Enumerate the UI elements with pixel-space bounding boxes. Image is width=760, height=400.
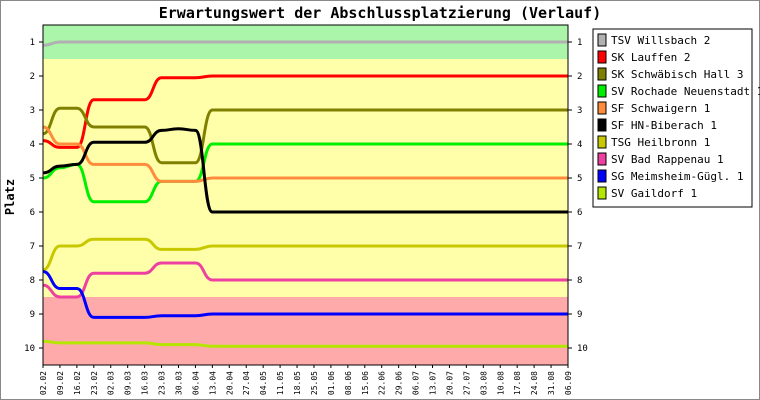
legend-swatch xyxy=(597,169,607,183)
legend-label: SF HN-Biberach 1 xyxy=(611,119,717,132)
y-tick-label-left: 4 xyxy=(30,140,35,150)
legend-swatch xyxy=(597,118,607,132)
x-tick-label: 27.07 xyxy=(462,371,471,395)
y-tick-label-right: 7 xyxy=(577,242,582,252)
x-tick-label: 30.03 xyxy=(174,371,183,395)
legend-swatch xyxy=(597,186,607,200)
x-tick-label: 04.05 xyxy=(259,371,268,395)
legend-label: SV Gaildorf 1 xyxy=(611,187,697,200)
x-tick-label: 13.04 xyxy=(208,371,217,395)
y-tick-label-left: 6 xyxy=(30,208,35,218)
x-tick-label: 31.08 xyxy=(547,371,556,395)
legend-label: SG Meimsheim-Gügl. 1 xyxy=(611,170,743,183)
y-tick-label-left: 8 xyxy=(30,276,35,286)
plot-border xyxy=(42,24,569,366)
y-tick-label-right: 1 xyxy=(577,38,582,48)
legend-box xyxy=(592,28,753,208)
legend-label: SK Schwäbisch Hall 3 xyxy=(611,68,743,81)
x-tick-label: 15.06 xyxy=(361,371,370,395)
series-lines xyxy=(42,40,568,348)
legend-label: SV Rochade Neuenstadt 1 xyxy=(611,85,760,98)
series-line-2 xyxy=(42,106,568,165)
y-tick-label-right: 10 xyxy=(577,344,588,354)
y-tick-label-right: 3 xyxy=(577,106,582,116)
x-tick-label: 27.04 xyxy=(242,371,251,395)
x-tick-label: 10.08 xyxy=(496,371,505,395)
x-tick-label: 20.07 xyxy=(445,371,454,395)
legend-label: SV Bad Rappenau 1 xyxy=(611,153,724,166)
x-tick-label: 24.08 xyxy=(530,371,539,395)
x-tick-label: 08.06 xyxy=(344,371,353,395)
y-tick-label-right: 2 xyxy=(577,72,582,82)
y-tick-label-left: 3 xyxy=(30,106,35,116)
x-tick-label: 02.03 xyxy=(107,371,116,395)
legend-swatch xyxy=(597,152,607,166)
x-tick-label: 09.02 xyxy=(56,371,65,395)
x-tick-label: 06.04 xyxy=(191,371,200,395)
y-tick-label-left: 5 xyxy=(30,174,35,184)
series-line-4 xyxy=(42,125,568,183)
y-tick-label-right: 8 xyxy=(577,276,582,286)
legend-swatch xyxy=(597,135,607,149)
x-tick-labels: 02.02 09.02 16.02 23.02 02.03 09.03 16.03 23.03… xyxy=(39,365,573,395)
y-tick-label-left: 10 xyxy=(24,344,35,354)
series-line-7 xyxy=(42,261,568,299)
y-tick-label-left: 7 xyxy=(30,242,35,252)
y-tick-label-right: 5 xyxy=(577,174,582,184)
series-line-8 xyxy=(42,270,568,319)
x-tick-label: 03.08 xyxy=(479,371,488,395)
y-tick-label-left: 1 xyxy=(30,38,35,48)
x-tick-label: 17.08 xyxy=(513,371,522,395)
series-line-9 xyxy=(42,339,568,348)
legend-label: TSG Heilbronn 1 xyxy=(611,136,710,149)
legend-swatch xyxy=(597,67,607,81)
legend: TSV Willsbach 2 SK Lauffen 2 SK Schwäbisch… xyxy=(592,28,760,208)
series-line-3 xyxy=(42,142,568,204)
y-tick-label-left: 2 xyxy=(30,72,35,82)
x-tick-label: 13.07 xyxy=(429,371,438,395)
series-line-6 xyxy=(42,237,568,272)
x-tick-label: 16.03 xyxy=(141,371,150,395)
x-tick-label: 09.03 xyxy=(124,371,133,395)
x-tick-label: 22.06 xyxy=(378,371,387,395)
series-line-1 xyxy=(42,74,568,149)
y-tick-label-right: 4 xyxy=(577,140,582,150)
y-tick-label-right: 6 xyxy=(577,208,582,218)
x-tick-label: 02.02 xyxy=(39,371,48,395)
x-tick-label: 23.02 xyxy=(90,371,99,395)
legend-swatch xyxy=(597,101,607,115)
zone-band-2 xyxy=(43,297,568,365)
x-tick-label: 29.06 xyxy=(395,371,404,395)
legend-label: TSV Willsbach 2 xyxy=(611,34,710,47)
y-tick-labels-right: 1 2 3 4 5 6 7 8 9 10 xyxy=(568,38,588,354)
y-tick-label-right: 9 xyxy=(577,310,582,320)
x-tick-label: 06.09 xyxy=(564,371,573,395)
series-line-0 xyxy=(42,40,568,47)
x-tick-label: 16.02 xyxy=(73,371,82,395)
x-tick-label: 11.05 xyxy=(276,371,285,395)
legend-label: SK Lauffen 2 xyxy=(611,51,690,64)
x-tick-label: 23.03 xyxy=(158,371,167,395)
x-tick-label: 20.04 xyxy=(225,371,234,395)
x-tick-label: 06.07 xyxy=(412,371,421,395)
x-tick-label: 25.05 xyxy=(310,371,319,395)
legend-label: SF Schwaigern 1 xyxy=(611,102,710,115)
y-tick-labels-left: 1 2 3 4 5 6 7 8 9 10 xyxy=(24,38,43,354)
legend-swatch xyxy=(597,84,607,98)
y-tick-label-left: 9 xyxy=(30,310,35,320)
legend-swatch xyxy=(597,50,607,64)
x-tick-label: 01.06 xyxy=(327,371,336,395)
series-line-5 xyxy=(42,127,568,214)
x-tick-label: 18.05 xyxy=(293,371,302,395)
chart-title: Erwartungswert der Abschlussplatzierung … xyxy=(158,4,602,22)
legend-swatch xyxy=(597,33,607,47)
